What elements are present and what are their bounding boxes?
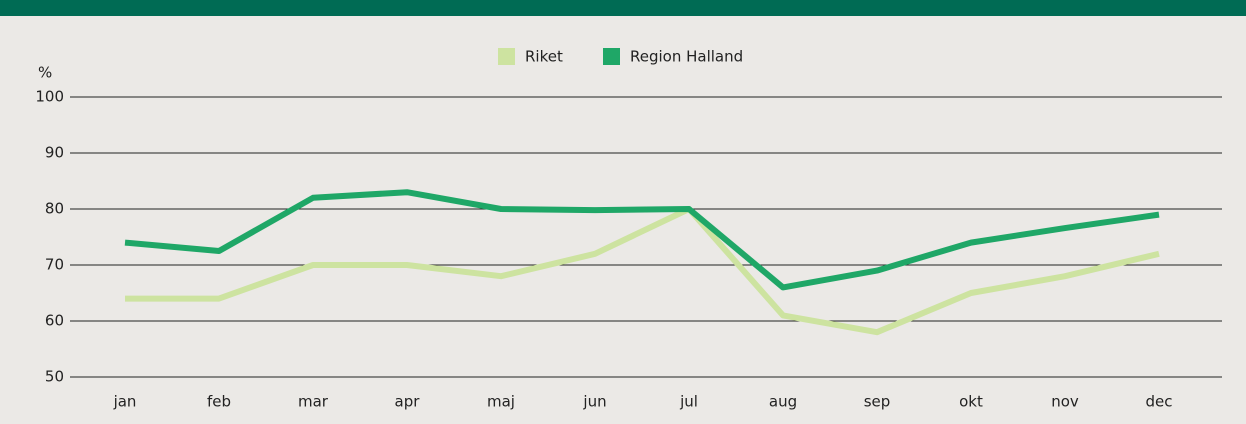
y-tick-label: 100	[35, 88, 64, 106]
y-tick-label: 50	[45, 368, 64, 386]
y-axis-label: %	[38, 64, 52, 82]
y-tick-label: 90	[45, 144, 64, 162]
legend-swatch	[498, 48, 515, 65]
y-tick-label: 80	[45, 200, 64, 218]
x-tick-label: dec	[1146, 393, 1173, 411]
x-tick-label: aug	[769, 393, 797, 411]
x-tick-label: nov	[1051, 393, 1079, 411]
y-tick-label: 60	[45, 312, 64, 330]
x-tick-label: mar	[298, 393, 329, 411]
x-tick-label: jan	[113, 393, 137, 411]
x-tick-label: okt	[959, 393, 983, 411]
x-tick-label: maj	[487, 393, 515, 411]
legend-label: Riket	[525, 48, 563, 66]
series-line	[125, 206, 1160, 336]
x-tick-label: jun	[582, 393, 606, 411]
x-tick-label: jul	[679, 393, 698, 411]
series-line	[124, 189, 1160, 291]
top-band	[0, 0, 1246, 16]
y-tick-label: 70	[45, 256, 64, 274]
x-tick-label: apr	[395, 393, 421, 411]
legend-swatch	[603, 48, 620, 65]
legend-label: Region Halland	[630, 48, 743, 66]
x-tick-label: feb	[207, 393, 231, 411]
x-tick-label: sep	[864, 393, 891, 411]
